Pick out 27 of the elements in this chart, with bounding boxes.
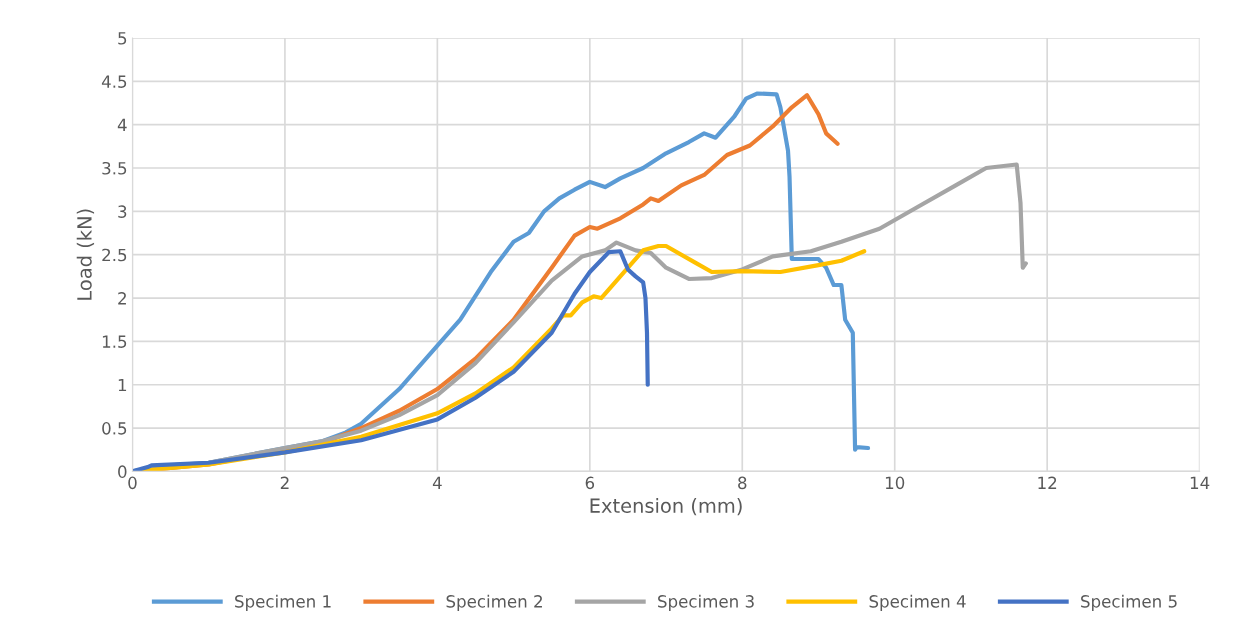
y-axis-title: Load (kN) xyxy=(76,209,95,300)
line-series xyxy=(132,249,650,472)
y-tick-label: 0 xyxy=(118,465,127,478)
x-tick-label: 2 xyxy=(280,476,289,489)
y-tick-label: 4 xyxy=(117,118,127,132)
legend-label: Specimen 5 xyxy=(1081,594,1177,611)
x-tick-label: 4 xyxy=(432,476,442,489)
y-tick-label: 3 xyxy=(118,205,127,218)
legend-label: Specimen 4 xyxy=(869,594,966,611)
y-tick-label: 5 xyxy=(118,32,127,45)
y-tick-label: 2 xyxy=(118,292,126,305)
y-tick-label: 3.5 xyxy=(102,161,127,175)
y-tick-label: 1.5 xyxy=(102,335,127,348)
x-tick-label: 6 xyxy=(585,476,595,490)
legend-label: Specimen 2 xyxy=(446,594,542,611)
y-tick-label: 4.5 xyxy=(101,75,127,88)
x-tick-label: 0 xyxy=(128,476,137,490)
y-tick-label: 0.5 xyxy=(102,422,127,435)
x-tick-label: 14 xyxy=(1190,476,1210,489)
x-tick-label: 10 xyxy=(885,476,905,490)
x-tick-label: 8 xyxy=(738,476,747,490)
y-tick-label: 1 xyxy=(118,378,127,392)
y-tick-label: 2.5 xyxy=(102,248,127,262)
legend-label: Specimen 1 xyxy=(235,594,331,611)
x-tick-label: 12 xyxy=(1038,476,1057,489)
legend-label: Specimen 3 xyxy=(658,594,754,611)
x-axis-title: Extension (mm) xyxy=(590,497,742,516)
